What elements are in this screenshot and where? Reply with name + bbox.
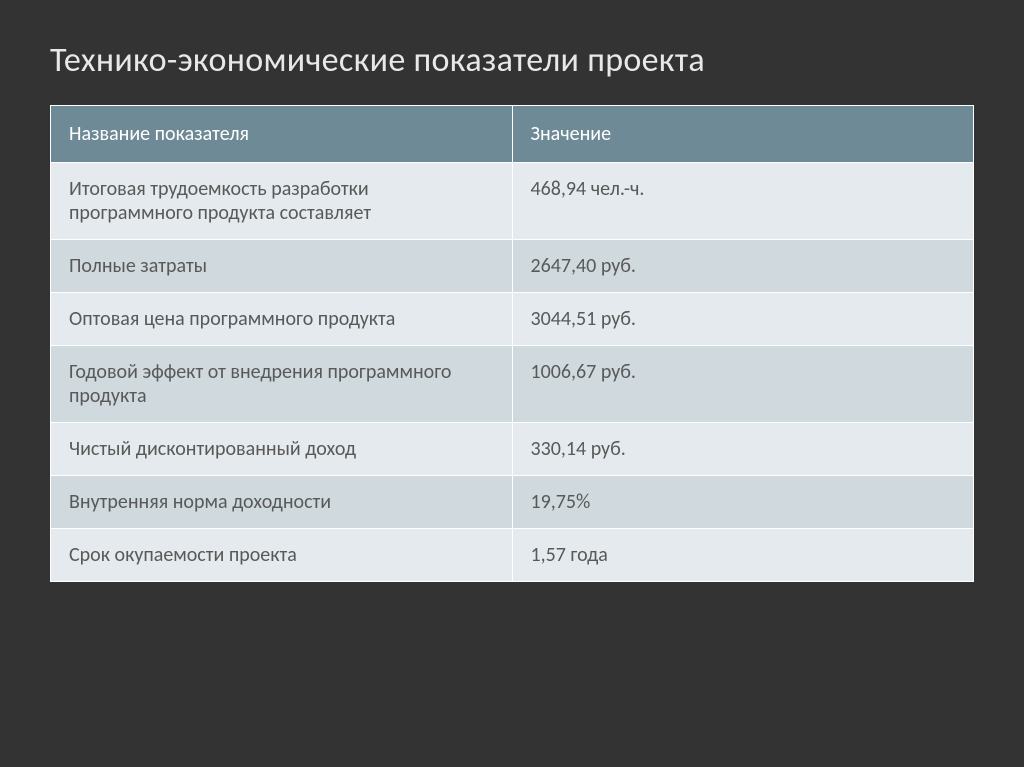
indicator-name: Чистый дисконтированный доход [51, 423, 513, 476]
indicator-name: Итоговая трудоемкость разработки програм… [51, 163, 513, 240]
indicator-value: 468,94 чел.-ч. [512, 163, 974, 240]
indicator-name: Оптовая цена программного продукта [51, 293, 513, 346]
indicator-value: 1006,67 руб. [512, 346, 974, 423]
table-header-name: Название показателя [51, 106, 513, 163]
indicators-table: Название показателя Значение Итоговая тр… [50, 105, 974, 582]
indicator-name: Полные затраты [51, 240, 513, 293]
indicator-value: 3044,51 руб. [512, 293, 974, 346]
slide-container: Технико-экономические показатели проекта… [0, 0, 1024, 767]
slide-title: Технико-экономические показатели проекта [50, 40, 974, 81]
table-row: Годовой эффект от внедрения программного… [51, 346, 974, 423]
table-row: Внутренняя норма доходности 19,75% [51, 476, 974, 529]
table-row: Итоговая трудоемкость разработки програм… [51, 163, 974, 240]
table-row: Чистый дисконтированный доход 330,14 руб… [51, 423, 974, 476]
indicator-name: Внутренняя норма доходности [51, 476, 513, 529]
table-row: Оптовая цена программного продукта 3044,… [51, 293, 974, 346]
table-row: Срок окупаемости проекта 1,57 года [51, 529, 974, 582]
indicator-value: 2647,40 руб. [512, 240, 974, 293]
indicator-value: 1,57 года [512, 529, 974, 582]
indicator-name: Годовой эффект от внедрения программного… [51, 346, 513, 423]
table-row: Полные затраты 2647,40 руб. [51, 240, 974, 293]
indicator-value: 330,14 руб. [512, 423, 974, 476]
indicator-value: 19,75% [512, 476, 974, 529]
indicator-name: Срок окупаемости проекта [51, 529, 513, 582]
table-header-value: Значение [512, 106, 974, 163]
table-header-row: Название показателя Значение [51, 106, 974, 163]
